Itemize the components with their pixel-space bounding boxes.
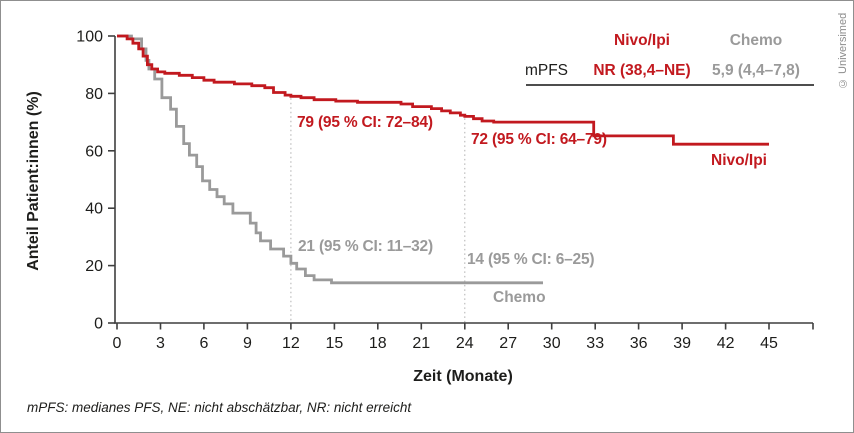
annotation-nivo-12mo: 79 (95 % CI: 72–84): [297, 114, 433, 131]
x-tick-label-24: 24: [456, 335, 474, 352]
x-tick-label-45: 45: [760, 335, 778, 352]
x-tick-label-39: 39: [673, 335, 691, 352]
y-tick-label-40: 40: [85, 201, 103, 218]
x-tick-label-36: 36: [630, 335, 648, 352]
y-tick-label-80: 80: [85, 86, 103, 103]
curve-label-chemo: Chemo: [493, 289, 546, 306]
annotation-chemo-24mo: 14 (95 % CI: 6–25): [467, 251, 595, 268]
x-tick-label-27: 27: [499, 335, 517, 352]
y-tick-label-60: 60: [85, 143, 103, 160]
y-tick-label-20: 20: [85, 258, 103, 275]
footnote-abbreviations: mPFS: medianes PFS, NE: nicht abschätzba…: [27, 400, 412, 415]
table-header-nivo: Nivo/Ipi: [614, 32, 670, 49]
x-tick-label-18: 18: [369, 335, 387, 352]
x-tick-label-30: 30: [543, 335, 561, 352]
x-tick-label-0: 0: [113, 335, 122, 352]
table-row-label-mpfs: mPFS: [524, 62, 568, 79]
x-tick-label-3: 3: [156, 335, 165, 352]
y-axis-title: Anteil Patient:innen (%): [25, 91, 42, 271]
x-tick-label-6: 6: [199, 335, 208, 352]
x-tick-label-9: 9: [243, 335, 252, 352]
y-tick-label-100: 100: [76, 29, 103, 46]
x-axis-title: Zeit (Monate): [413, 368, 513, 385]
x-tick-label-15: 15: [326, 335, 344, 352]
x-tick-label-42: 42: [717, 335, 735, 352]
table-underline: [526, 84, 814, 86]
table-header-chemo: Chemo: [729, 32, 783, 49]
x-tick-label-21: 21: [412, 335, 430, 352]
copyright-text: © Universimed: [837, 12, 849, 89]
km-curve-nivo-ipi: [117, 34, 769, 146]
annotation-chemo-12mo: 21 (95 % CI: 11–32): [298, 238, 433, 255]
x-tick-label-12: 12: [282, 335, 300, 352]
annotation-nivo-24mo: 72 (95 % CI: 64–79): [471, 131, 607, 148]
table-value-nivo-mpfs: NR (38,4–NE): [593, 62, 691, 79]
curve-label-nivo: Nivo/Ipi: [711, 152, 767, 169]
table-value-chemo-mpfs: 5,9 (4,4–7,8): [712, 62, 800, 79]
y-tick-label-0: 0: [94, 316, 103, 333]
x-tick-label-33: 33: [586, 335, 604, 352]
